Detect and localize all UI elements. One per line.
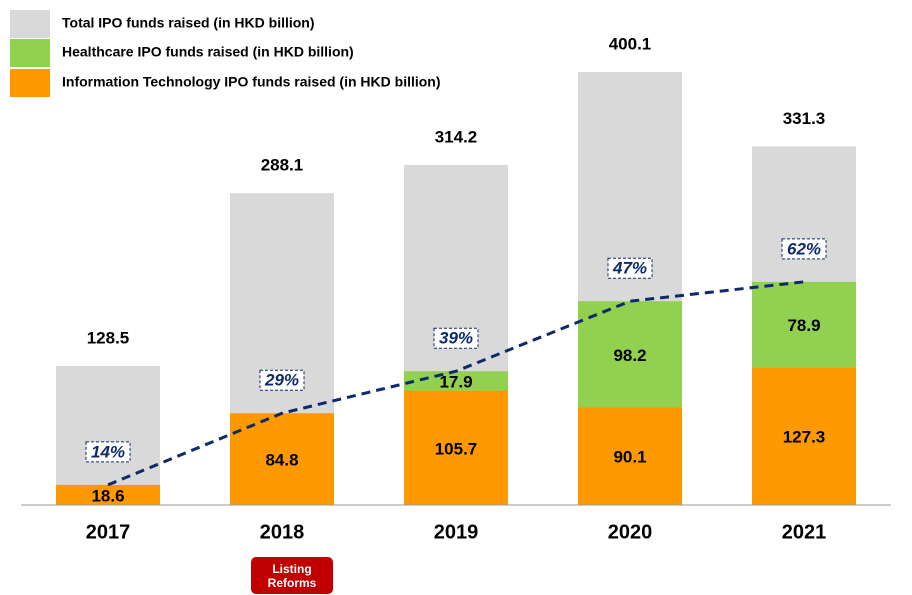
healthcare-bar	[578, 301, 682, 408]
share-label-box	[607, 257, 653, 279]
x-tick-label: 2017	[86, 521, 131, 543]
share-label: 29%	[264, 371, 299, 390]
share-line	[107, 280, 805, 487]
it-bar	[752, 367, 856, 505]
x-tick-label: 2018	[260, 521, 305, 543]
it-label: 90.1	[613, 448, 646, 467]
total-label: 331.3	[783, 109, 826, 128]
legend-swatch	[10, 39, 50, 67]
it-label: 84.8	[265, 451, 298, 470]
share-label-box	[781, 238, 827, 260]
legend-label: Healthcare IPO funds raised (in HKD bill…	[62, 44, 354, 60]
share-label: 14%	[91, 442, 125, 461]
total-label: 314.2	[435, 127, 478, 146]
total-label: 288.1	[261, 156, 304, 175]
share-label-box	[259, 369, 305, 391]
healthcare-bar	[404, 371, 508, 391]
share-label: 62%	[787, 239, 821, 258]
total-bar	[56, 365, 160, 505]
total-label: 128.5	[87, 328, 130, 347]
healthcare-bar	[752, 281, 856, 368]
it-bar	[578, 407, 682, 505]
total-label: 400.1	[609, 34, 652, 53]
legend-label: Information Technology IPO funds raised …	[62, 74, 441, 90]
share-label-box	[433, 327, 479, 349]
x-tick-label: 2020	[608, 521, 653, 543]
it-bar	[56, 484, 160, 505]
annotation: Listing Reforms	[251, 557, 333, 594]
healthcare-label: 78.9	[787, 316, 820, 335]
x-tick-label: 2021	[782, 521, 827, 543]
it-label: 127.3	[783, 428, 826, 447]
share-label: 39%	[439, 329, 473, 348]
it-label: 18.6	[91, 486, 124, 505]
x-tick-label: 2019	[434, 521, 479, 543]
healthcare-label: 98.2	[613, 346, 646, 365]
share-label: 47%	[612, 259, 647, 278]
healthcare-label: 17.9	[439, 372, 472, 391]
legend-swatch	[10, 10, 50, 38]
it-bar	[404, 390, 508, 505]
it-label: 105.7	[435, 439, 478, 458]
share-label-box	[85, 441, 131, 463]
legend-label: Total IPO funds raised (in HKD billion)	[62, 15, 315, 31]
legend-swatch	[10, 69, 50, 97]
